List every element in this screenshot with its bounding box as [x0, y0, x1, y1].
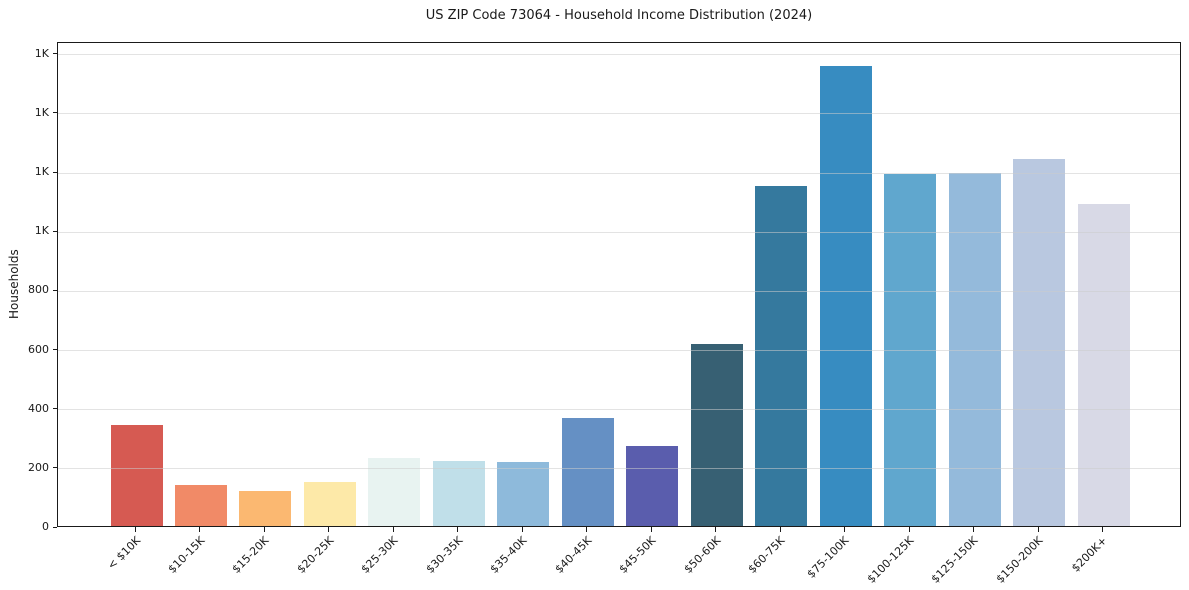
x-tick-label: $50-60K — [681, 534, 723, 576]
bar-15 — [1013, 159, 1066, 526]
y-tick-mark — [53, 53, 57, 55]
x-tick-label: $60-75K — [745, 534, 788, 576]
x-tick-label: $150-200K — [993, 534, 1046, 586]
y-tick-label: 200 — [28, 460, 49, 474]
y-tick-mark — [53, 112, 57, 114]
x-tick-label: $75-100K — [805, 534, 852, 581]
bar-14 — [948, 172, 1001, 526]
bar-3 — [239, 490, 292, 526]
y-tick-mark — [53, 230, 57, 232]
y-tick-label: 0 — [42, 520, 49, 533]
y-tick-mark — [53, 349, 57, 351]
gridline — [58, 113, 1180, 115]
gridline — [58, 409, 1180, 411]
x-tick-label: $20-25K — [294, 534, 337, 576]
y-tick-label: 800 — [28, 283, 49, 297]
bar-6 — [432, 460, 485, 526]
y-tick-label: 1K — [34, 224, 49, 238]
y-tick-label: 400 — [28, 401, 49, 415]
x-tick-mark — [263, 527, 265, 532]
x-tick-label: $40-45K — [552, 534, 594, 576]
x-tick-label: $45-50K — [616, 534, 659, 576]
y-tick-mark — [53, 289, 57, 291]
x-tick-label: < $10K — [104, 534, 143, 573]
y-tick-mark — [53, 171, 57, 173]
x-tick-label: $15-20K — [229, 534, 272, 576]
bar-2 — [174, 484, 227, 526]
x-tick-mark — [199, 527, 201, 532]
bar-12 — [819, 66, 872, 526]
gridline — [58, 468, 1180, 470]
y-tick-label: 600 — [28, 342, 49, 356]
bar-10 — [690, 344, 743, 526]
x-tick-mark — [715, 527, 717, 532]
bar-9 — [626, 446, 679, 526]
bar-8 — [561, 418, 614, 526]
gridline — [58, 54, 1180, 56]
bar-4 — [303, 481, 356, 526]
x-tick-mark — [1102, 527, 1104, 532]
bar-16 — [1077, 203, 1130, 526]
x-tick-mark — [908, 527, 910, 532]
gridline — [58, 350, 1180, 352]
x-tick-mark — [457, 527, 459, 532]
gridline — [58, 290, 1180, 292]
x-tick-mark — [973, 527, 975, 532]
x-tick-mark — [521, 527, 523, 532]
gridline — [58, 172, 1180, 174]
y-tick-label: 1K — [34, 46, 49, 60]
x-tick-label: $200K+ — [1069, 534, 1110, 575]
gridline — [58, 231, 1180, 233]
x-tick-mark — [650, 527, 652, 532]
x-tick-mark — [1037, 527, 1039, 532]
y-tick-label: 1K — [34, 165, 49, 179]
x-tick-mark — [392, 527, 394, 532]
x-tick-label: $100-125K — [864, 534, 917, 586]
x-tick-label: $125-150K — [929, 534, 981, 586]
y-tick-mark — [53, 467, 57, 469]
x-tick-label: $25-30K — [358, 534, 401, 576]
chart-title: US ZIP Code 73064 - Household Income Dis… — [425, 8, 813, 23]
x-tick-label: $30-35K — [423, 534, 466, 576]
y-tick-mark — [53, 526, 57, 528]
x-tick-label: $10-15K — [165, 534, 208, 576]
x-tick-mark — [844, 527, 846, 532]
y-tick-mark — [53, 408, 57, 410]
plot-area — [57, 42, 1181, 527]
x-tick-label: $35-40K — [487, 534, 530, 576]
x-tick-mark — [328, 527, 330, 532]
bar-1 — [110, 425, 163, 526]
bar-7 — [497, 462, 550, 526]
y-tick-label: 1K — [34, 105, 49, 119]
bar-11 — [755, 185, 808, 526]
x-tick-mark — [586, 527, 588, 532]
x-tick-mark — [779, 527, 781, 532]
x-tick-mark — [135, 527, 136, 532]
